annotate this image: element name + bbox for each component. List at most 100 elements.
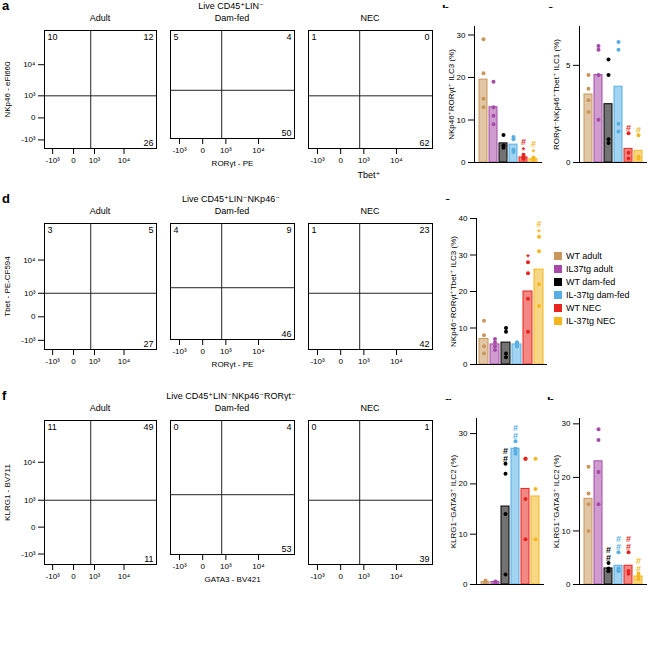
svg-text:30: 30 <box>562 419 571 428</box>
svg-text:0: 0 <box>338 357 343 366</box>
svg-text:1: 1 <box>424 422 429 432</box>
svg-text:10³: 10³ <box>358 357 370 366</box>
svg-text:RORγt⁻NKp46⁺Tbet⁺ ILC1 (%): RORγt⁻NKp46⁺Tbet⁺ ILC1 (%) <box>552 39 561 150</box>
svg-text:#: # <box>616 542 621 552</box>
svg-text:5: 5 <box>566 61 571 70</box>
svg-text:20: 20 <box>459 287 468 296</box>
svg-text:10⁴: 10⁴ <box>23 256 36 265</box>
svg-text:23: 23 <box>419 225 429 235</box>
svg-text:-10³: -10³ <box>310 156 325 165</box>
svg-text:10³: 10³ <box>220 347 232 356</box>
svg-text:10³: 10³ <box>89 156 101 165</box>
svg-text:10⁴: 10⁴ <box>390 357 403 366</box>
svg-text:10⁴: 10⁴ <box>23 60 36 69</box>
svg-text:20: 20 <box>459 479 468 488</box>
svg-text:10⁴: 10⁴ <box>252 347 265 356</box>
svg-text:10³: 10³ <box>24 91 36 100</box>
svg-text:42: 42 <box>419 339 429 349</box>
svg-text:20: 20 <box>457 73 466 82</box>
svg-text:10³: 10³ <box>89 572 101 581</box>
svg-text:1: 1 <box>312 225 317 235</box>
svg-text:10⁴: 10⁴ <box>252 146 265 155</box>
svg-text:Tbet - PE-CF594: Tbet - PE-CF594 <box>3 256 12 317</box>
svg-text:30: 30 <box>459 429 468 438</box>
svg-text:NKp46 - eFl660: NKp46 - eFl660 <box>3 61 12 118</box>
svg-text:#: # <box>636 564 641 574</box>
svg-text:0: 0 <box>463 580 468 589</box>
svg-text:5: 5 <box>174 32 179 42</box>
svg-text:0: 0 <box>174 422 179 432</box>
svg-text:27: 27 <box>143 339 153 349</box>
svg-text:-10³: -10³ <box>21 135 36 144</box>
svg-text:-10³: -10³ <box>172 146 187 155</box>
svg-text:5: 5 <box>148 225 153 235</box>
svg-text:RORγt - PE: RORγt - PE <box>212 360 254 369</box>
svg-text:-10³: -10³ <box>310 572 325 581</box>
svg-text:11: 11 <box>48 422 57 432</box>
svg-text:10³: 10³ <box>24 289 36 298</box>
svg-text:0: 0 <box>566 580 571 589</box>
svg-text:#: # <box>636 125 641 135</box>
svg-text:-10³: -10³ <box>46 357 61 366</box>
svg-text:11: 11 <box>144 554 153 564</box>
svg-text:0: 0 <box>463 360 468 369</box>
svg-text:#: # <box>513 431 518 441</box>
svg-text:0: 0 <box>461 158 466 167</box>
svg-text:0: 0 <box>71 572 76 581</box>
svg-text:50: 50 <box>281 128 291 138</box>
svg-text:#: # <box>626 542 631 552</box>
svg-text:0: 0 <box>31 113 36 122</box>
svg-text:0: 0 <box>424 32 429 42</box>
svg-text:10³: 10³ <box>220 146 232 155</box>
svg-text:49: 49 <box>143 422 153 432</box>
svg-text:53: 53 <box>281 544 291 554</box>
svg-text:-10³: -10³ <box>172 562 187 571</box>
svg-text:#: # <box>626 123 631 133</box>
svg-text:KLRG1 - BV711: KLRG1 - BV711 <box>3 464 12 521</box>
svg-text:10³: 10³ <box>89 357 101 366</box>
svg-text:10³: 10³ <box>358 156 370 165</box>
svg-text:4: 4 <box>286 32 291 42</box>
svg-text:-10³: -10³ <box>46 156 61 165</box>
svg-text:46: 46 <box>281 329 291 339</box>
svg-text:-10³: -10³ <box>21 550 36 559</box>
svg-text:3: 3 <box>48 225 53 235</box>
svg-text:0: 0 <box>312 422 317 432</box>
svg-text:40: 40 <box>459 214 468 223</box>
svg-text:-10³: -10³ <box>310 357 325 366</box>
svg-text:62: 62 <box>419 138 429 148</box>
svg-text:4: 4 <box>174 225 179 235</box>
svg-text:10⁴: 10⁴ <box>390 572 403 581</box>
svg-text:10: 10 <box>48 32 58 42</box>
svg-text:9: 9 <box>286 225 291 235</box>
svg-text:0: 0 <box>338 572 343 581</box>
svg-text:KLRG1⁺GATA3⁺ ILC2 (%): KLRG1⁺GATA3⁺ ILC2 (%) <box>552 454 561 548</box>
svg-text:20: 20 <box>562 473 571 482</box>
svg-text:*: * <box>522 145 526 155</box>
svg-text:#: # <box>503 454 508 464</box>
svg-text:10⁴: 10⁴ <box>118 156 131 165</box>
svg-text:10⁴: 10⁴ <box>252 562 265 571</box>
svg-text:RORγt - PE: RORγt - PE <box>212 159 254 168</box>
svg-text:0: 0 <box>200 347 205 356</box>
svg-text:#: # <box>536 219 541 229</box>
svg-text:10³: 10³ <box>220 562 232 571</box>
svg-text:0: 0 <box>566 158 571 167</box>
svg-text:*: * <box>526 252 530 262</box>
svg-text:39: 39 <box>419 554 429 564</box>
svg-text:1: 1 <box>312 32 317 42</box>
svg-text:26: 26 <box>143 138 153 148</box>
svg-text:-10³: -10³ <box>21 336 36 345</box>
svg-text:10⁴: 10⁴ <box>118 357 131 366</box>
svg-text:*: * <box>532 147 536 157</box>
svg-text:10: 10 <box>562 527 571 536</box>
svg-text:NKp46⁺RORγt⁺ ILC3 (%): NKp46⁺RORγt⁺ ILC3 (%) <box>447 49 456 140</box>
svg-text:10⁴: 10⁴ <box>23 458 36 467</box>
svg-text:10⁴: 10⁴ <box>390 156 403 165</box>
svg-text:GATA3 - BV421: GATA3 - BV421 <box>204 575 261 584</box>
svg-text:0: 0 <box>200 146 205 155</box>
svg-text:KLRG1⁻GATA3⁺ ILC2 (%): KLRG1⁻GATA3⁺ ILC2 (%) <box>449 454 458 548</box>
svg-text:30: 30 <box>459 251 468 260</box>
svg-text:0: 0 <box>31 312 36 321</box>
svg-text:-10³: -10³ <box>46 572 61 581</box>
